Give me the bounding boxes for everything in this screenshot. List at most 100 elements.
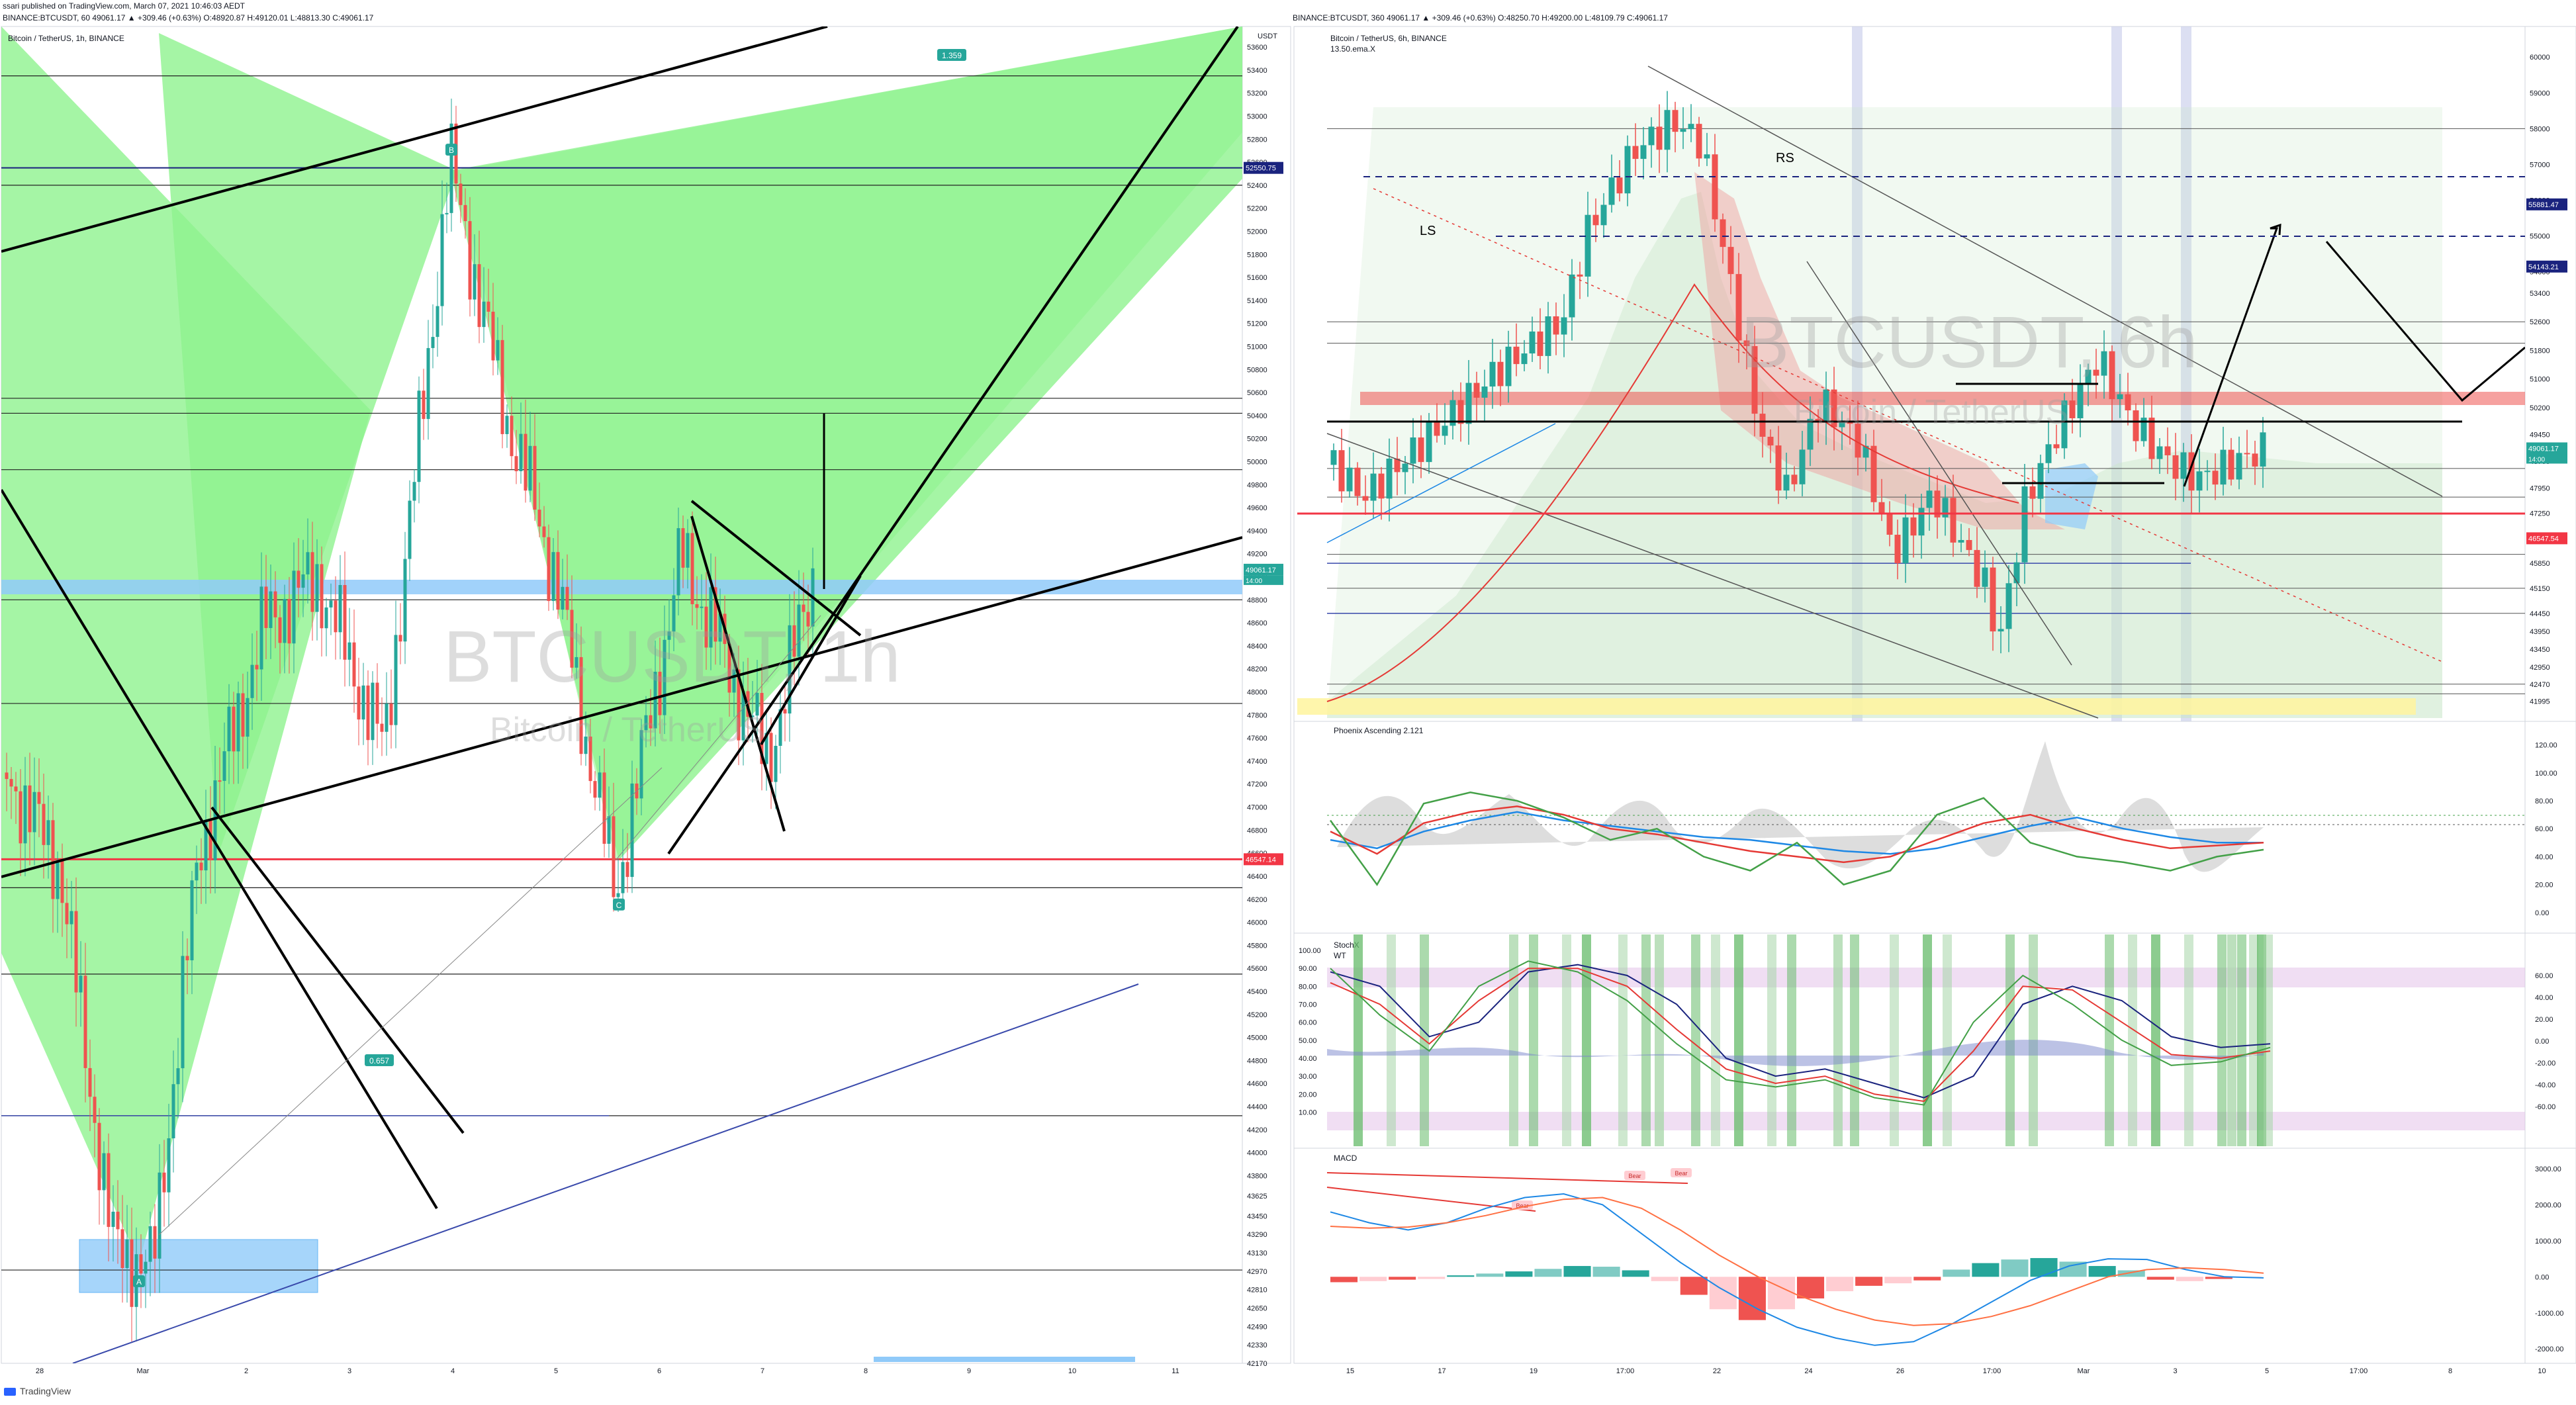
candle-body — [204, 819, 208, 871]
candle-body — [208, 819, 212, 860]
candle-body — [1712, 154, 1718, 220]
candle-body — [764, 733, 768, 764]
right-indicator: 13.50.ema.X — [1330, 44, 1375, 54]
stochx-left-tick: 30.00 — [1299, 1073, 1317, 1081]
left-y-tick: 50000 — [1247, 459, 1267, 467]
macd-y-tick: -1000.00 — [2535, 1310, 2563, 1318]
candle-body — [1831, 389, 1837, 428]
left-y-tick: 46400 — [1247, 873, 1267, 881]
candle-body — [102, 1153, 106, 1191]
left-y-tick: 44800 — [1247, 1057, 1267, 1065]
stochx-bar — [1890, 934, 1899, 1146]
candle-body — [371, 682, 375, 741]
candle-body — [514, 456, 518, 472]
macd-y-tick: -2000.00 — [2535, 1345, 2563, 1353]
candle-body — [56, 860, 60, 899]
candle-body — [2085, 369, 2092, 385]
left-y-tick: 52200 — [1247, 205, 1267, 213]
candle-body — [2061, 400, 2068, 449]
candle-body — [2236, 453, 2242, 480]
candle-body — [663, 639, 667, 715]
left-y-tick: 43130 — [1247, 1249, 1267, 1257]
price-badge-label: 46547.14 — [1246, 856, 1276, 864]
candle-body — [352, 642, 356, 687]
right-y-tick: 57000 — [2530, 161, 2550, 169]
candle-body — [1966, 539, 1972, 551]
candle-body — [797, 604, 801, 657]
candle-body — [802, 604, 805, 612]
candle-body — [250, 664, 254, 698]
price-badge-sub: 14:00 — [1246, 578, 1262, 585]
candle-body — [1743, 340, 1750, 346]
price-badge-sub-bg — [1244, 575, 1283, 585]
macd-hist-bar — [2176, 1277, 2203, 1281]
phoenix-y-tick: 100.00 — [2535, 770, 2557, 778]
candle-body — [1902, 517, 1909, 564]
macd-hist-bar — [1913, 1277, 1941, 1281]
price-badge-label: 46547.54 — [2528, 535, 2559, 543]
right-x-tick: 24 — [1804, 1367, 1812, 1375]
candle-body — [607, 816, 611, 844]
candle-body — [644, 715, 648, 731]
candle-body — [556, 552, 560, 610]
candle-body — [273, 591, 277, 617]
right-x-tick: 26 — [1896, 1367, 1904, 1375]
phoenix-y-tick: 80.00 — [2535, 797, 2553, 805]
left-x-tick: 11 — [1172, 1367, 1179, 1375]
candle-body — [2252, 453, 2258, 467]
candle-body — [783, 709, 787, 714]
stochx-bar — [2151, 934, 2160, 1146]
left-y-tick: 52800 — [1247, 136, 1267, 144]
fib-badge — [365, 1054, 394, 1066]
candle-body — [1592, 214, 1599, 226]
candle-body — [241, 693, 245, 737]
left-y-tick: 42330 — [1247, 1341, 1267, 1349]
left-time-axis: 28 Mar 2 3 4 5 6 7 8 9 10 11 — [36, 1367, 1179, 1375]
candle-body — [1990, 567, 1996, 632]
macd-hist-bar — [1943, 1269, 1970, 1277]
left-y-tick: 50200 — [1247, 435, 1267, 443]
candle-body — [449, 123, 453, 213]
candle-body — [74, 911, 78, 993]
stochx-bar — [1734, 934, 1743, 1146]
candle-body — [431, 337, 435, 348]
candle-body — [1418, 437, 1424, 463]
candle-body — [32, 792, 36, 833]
left-y-tick: 45400 — [1247, 988, 1267, 996]
phoenix-line — [1330, 805, 2264, 864]
candle-body — [760, 693, 764, 764]
macd-hist-bar — [1797, 1277, 1825, 1298]
macd-hist-bar — [1680, 1277, 1708, 1295]
candle-body — [255, 664, 259, 670]
left-y-tick: 46200 — [1247, 896, 1267, 904]
stochx-bar — [2264, 934, 2273, 1146]
candle-body — [741, 691, 745, 741]
candle-body — [2101, 351, 2107, 376]
price-badge — [2526, 198, 2567, 210]
left-x-tick: 2 — [244, 1367, 248, 1375]
right-y-tick: 49450 — [2530, 431, 2550, 439]
tradingview-logo-icon — [4, 1388, 16, 1396]
candle-body — [158, 1172, 161, 1259]
divergence-label: Bear — [1516, 1202, 1528, 1209]
price-badge-label: 54143.21 — [2528, 263, 2559, 271]
candle-body — [46, 820, 50, 845]
candle-body — [1982, 567, 1988, 587]
left-y-tick: 50600 — [1247, 389, 1267, 397]
publish-line: ssari published on TradingView.com, Marc… — [3, 1, 245, 11]
candle-body — [176, 1068, 180, 1085]
candle-body — [320, 564, 324, 629]
candle-body — [1378, 473, 1385, 499]
macd-line — [1330, 1197, 2264, 1326]
candle-body — [667, 631, 671, 640]
candle-body — [621, 862, 625, 893]
stochx-subtitle: WT — [1334, 951, 1346, 960]
candle-body — [111, 1211, 115, 1227]
harmonic-lower-triangle — [457, 26, 1242, 860]
candle-body — [1672, 110, 1679, 132]
price-badge — [1244, 563, 1283, 576]
candle-body — [2140, 418, 2147, 441]
candle-body — [394, 635, 398, 725]
right-symbol-line: BINANCE:BTCUSDT, 360 49061.17 ▲ +309.46 … — [1293, 13, 1668, 23]
divergence-badge — [1671, 1168, 1692, 1177]
